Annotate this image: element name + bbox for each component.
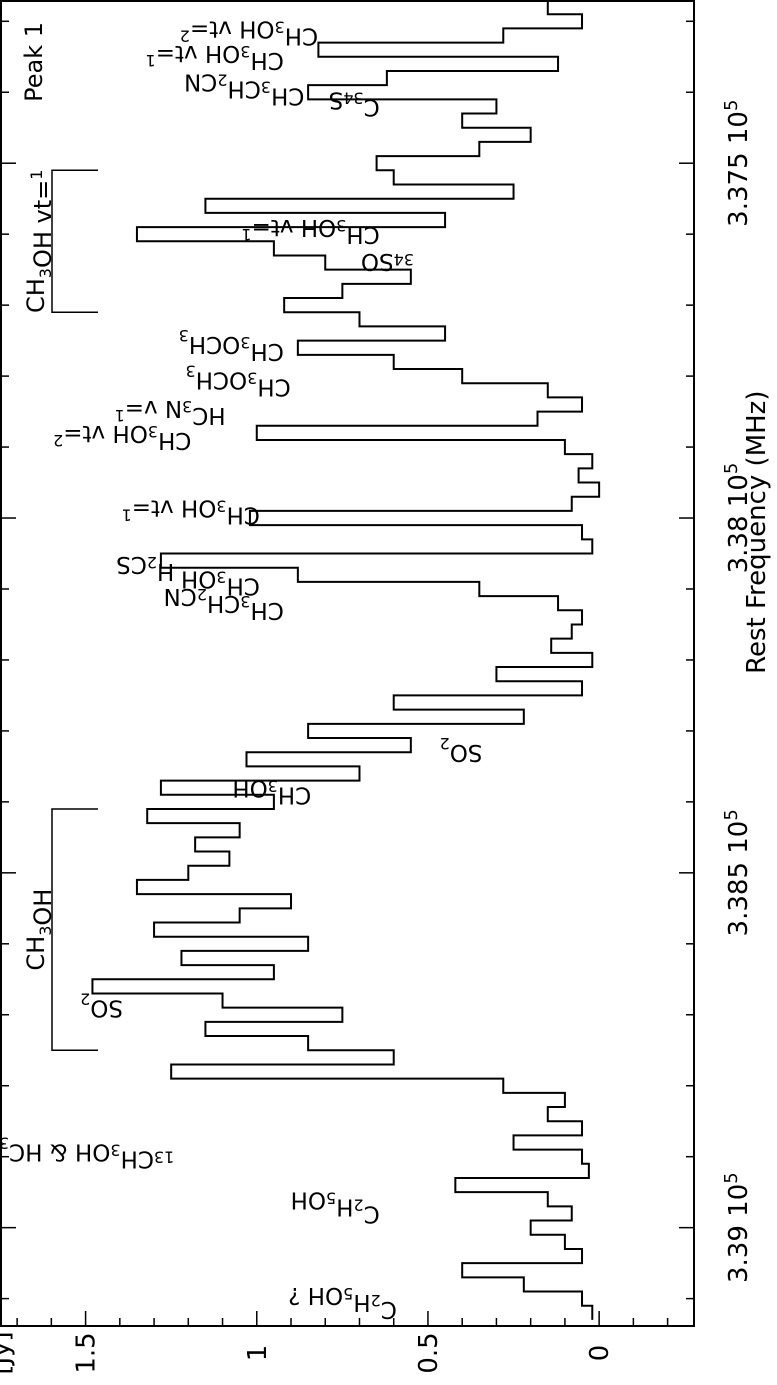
x-tick-label: 3.385 105 <box>721 809 754 936</box>
line-label: C2H5OH <box>291 1186 380 1226</box>
line-label: CH3CH2CN <box>184 69 304 109</box>
line-label: CH3OH <box>181 565 260 598</box>
line-label: SO2 <box>80 990 123 1021</box>
line-label: CH3OH vt=1 <box>241 214 379 247</box>
y-axis-title: [Jy] <box>0 1331 16 1374</box>
line-label: CH3OCH3 <box>186 362 291 400</box>
y-tick-label: 1 <box>243 1345 273 1362</box>
line-label: 34SO <box>361 248 414 274</box>
line-label: CH3CH2CN <box>163 583 283 623</box>
line-label: SO2 <box>440 734 483 765</box>
line-label: 13CH3OH & HC3N v=2 <box>0 1131 174 1171</box>
line-label: CH3OH vt=1 <box>122 494 260 527</box>
line-label: CH3OH vt=2 <box>180 15 318 48</box>
bracket-annotations: CH3OH vt=1 CH3OH <box>22 170 98 1051</box>
y-tick-label: 0 <box>585 1345 615 1362</box>
line-label: CH3OH <box>232 775 311 808</box>
line-label: CH3OH vt=1 <box>145 40 283 73</box>
x-tick-label: 3.38 105 <box>721 463 754 574</box>
line-label: CH3OCH3 <box>179 326 284 364</box>
y-tick-label: 0.5 <box>414 1332 444 1373</box>
y-tick-label: 1.5 <box>72 1332 102 1373</box>
bracket <box>51 169 98 313</box>
panel-label: Peak 1 <box>20 22 48 102</box>
x-tick-label: 3.39 105 <box>721 1172 754 1283</box>
x-tick-label: 3.375 105 <box>721 100 754 227</box>
line-label: C2H5OH ? <box>288 1282 397 1322</box>
axis-tick-labels: 3.375 105 3.38 105 3.385 105 3.39 105 0 0.5 1 1… <box>72 100 754 1374</box>
spectrum-series <box>91 0 601 1320</box>
line-label: CH3OH vt=2 <box>53 420 191 453</box>
axis-ticks <box>0 20 695 1327</box>
line-label: C34S <box>329 86 380 119</box>
spectrum-line <box>91 0 601 1320</box>
line-label: H2CS <box>116 551 174 584</box>
bracket-label: CH3OH vt=1 <box>22 170 57 313</box>
bracket <box>51 808 98 1051</box>
plot-frame <box>0 0 695 1327</box>
x-axis-title: Rest Frequency (MHz) <box>742 391 772 674</box>
bracket-label: CH3OH <box>22 889 57 971</box>
line-label: HC3N v=1 <box>115 395 226 428</box>
